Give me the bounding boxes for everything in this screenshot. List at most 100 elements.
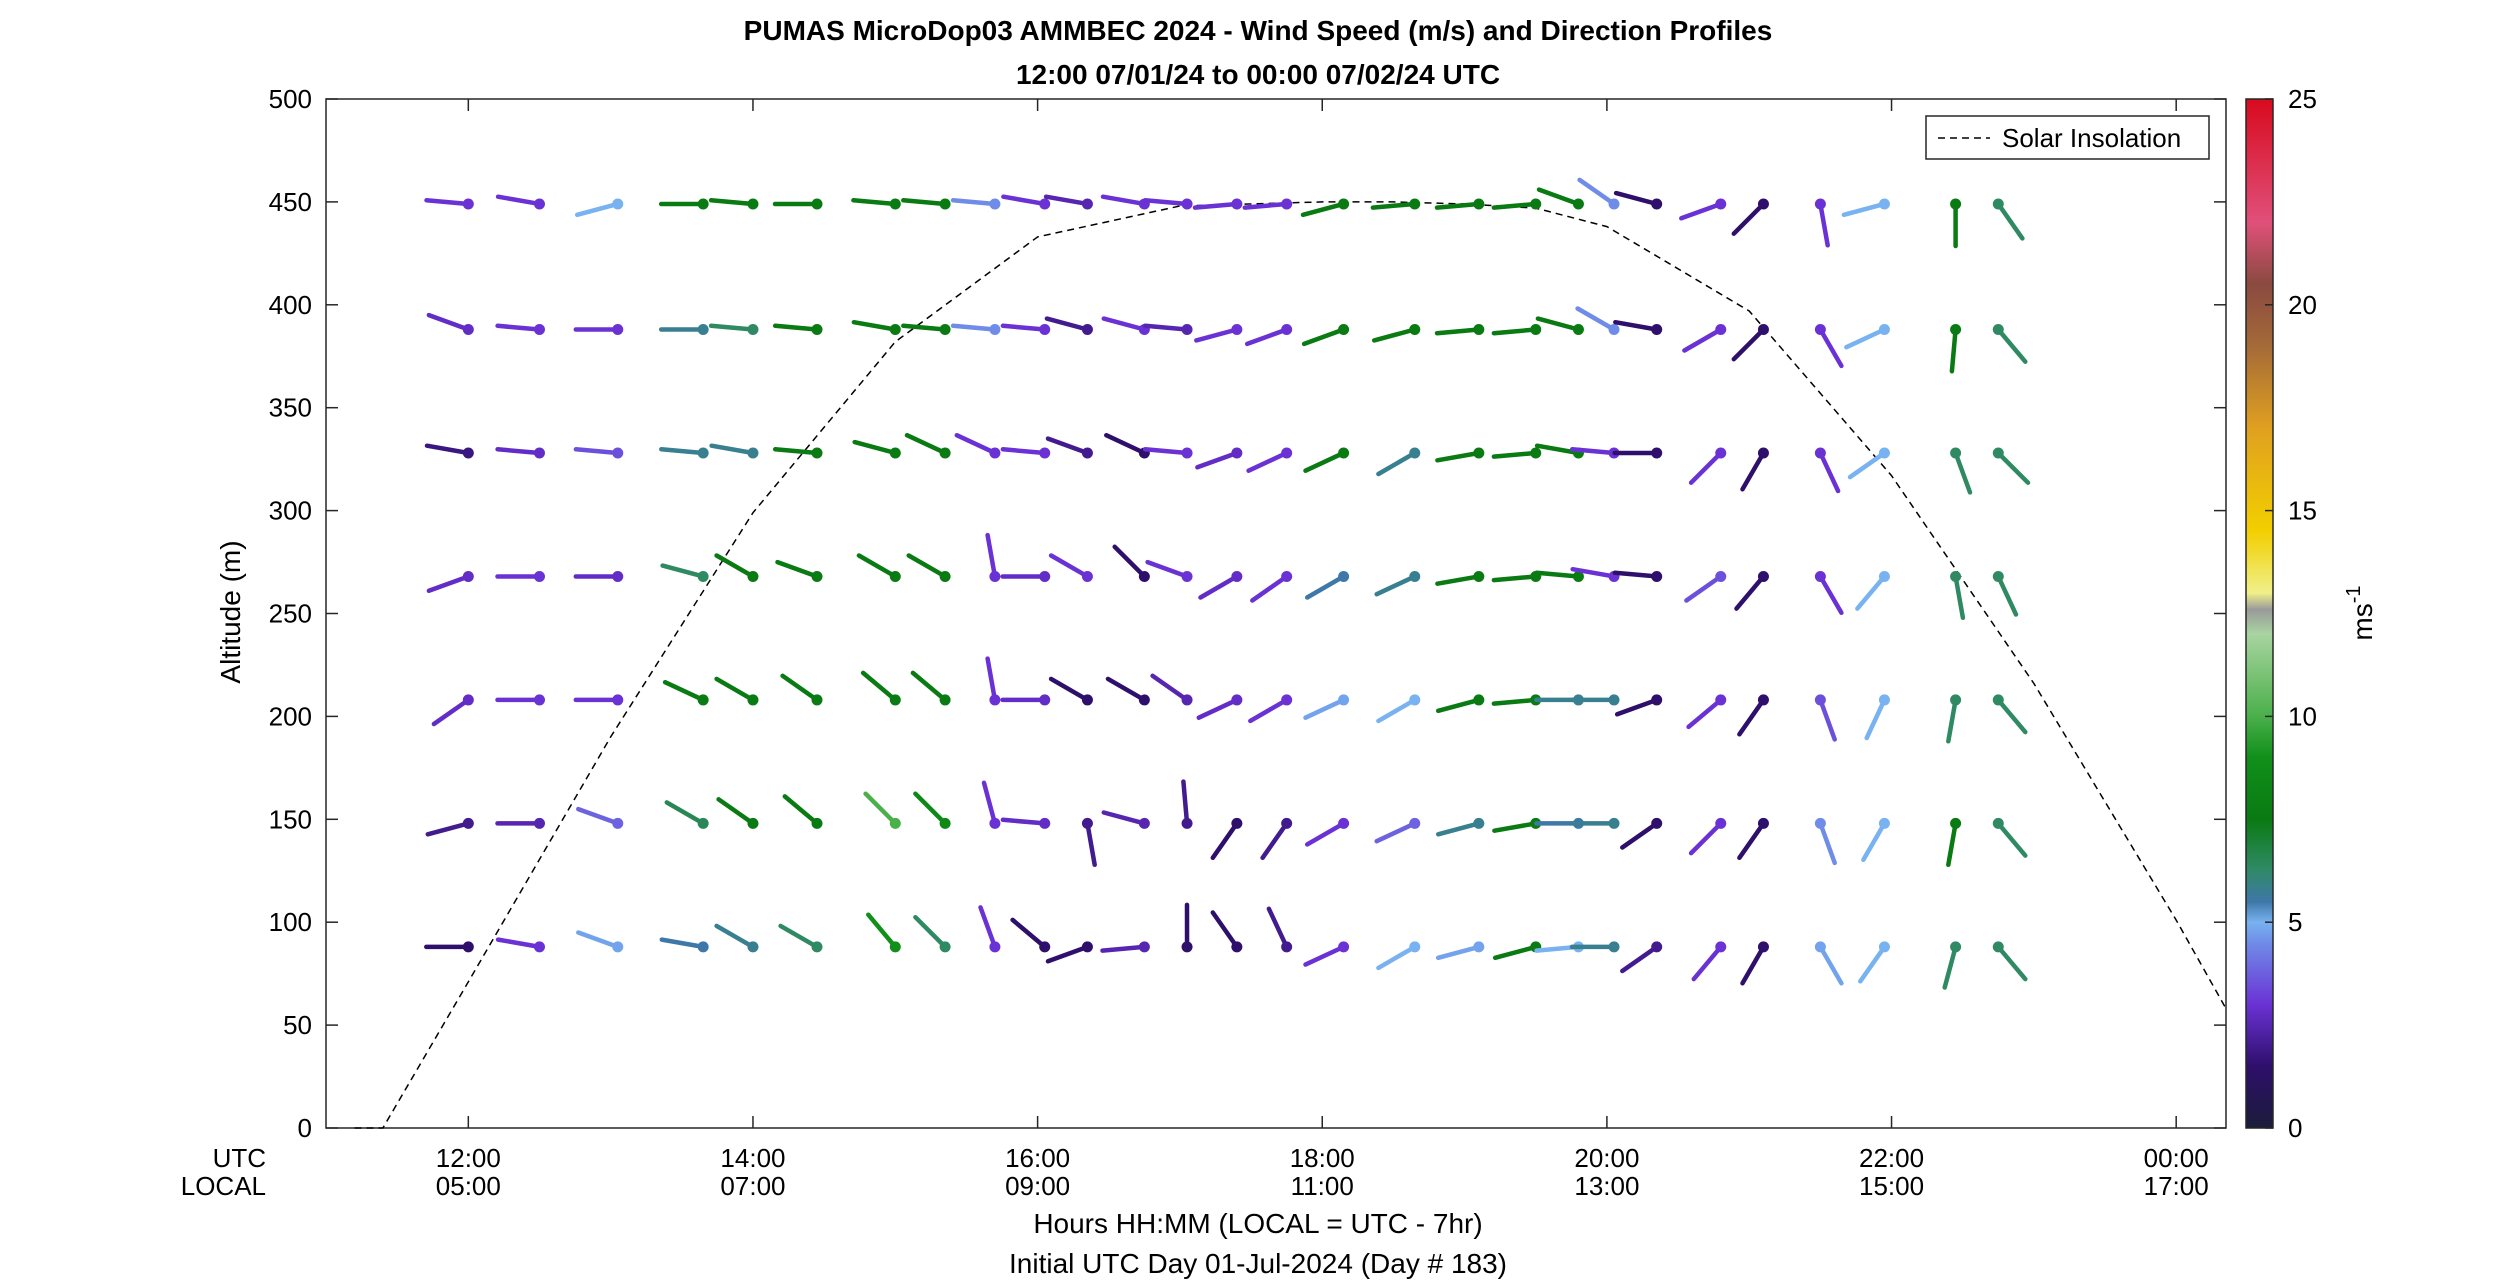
wind-barb-dot xyxy=(1231,447,1243,459)
wind-barb-stick xyxy=(1953,574,1966,621)
wind-barb-dot xyxy=(1878,694,1890,706)
wind-barb-stick xyxy=(1044,316,1090,332)
wind-barb-stick xyxy=(1535,316,1581,332)
wind-barb-stick xyxy=(1534,443,1581,456)
wind-barb-stick xyxy=(1435,944,1482,961)
wind-barb-dot xyxy=(1992,694,2004,706)
wind-barb-dot xyxy=(1814,447,1826,459)
wind-barb-dot xyxy=(1950,941,1962,953)
wind-barb-dot xyxy=(1757,323,1769,335)
wind-barb-stick xyxy=(1491,450,1538,459)
wind-barb-stick xyxy=(1242,201,1289,210)
wind-barb-dot xyxy=(1473,447,1485,459)
x-tick-label-local: 05:00 xyxy=(436,1171,501,1201)
wind-barb-stick xyxy=(1688,450,1724,485)
wind-barb-stick xyxy=(1434,201,1482,210)
wind-barb-stick xyxy=(708,323,756,332)
wind-barb-stick xyxy=(659,447,706,456)
wind-barb-stick xyxy=(426,574,471,594)
wind-barb-stick xyxy=(852,439,898,456)
wind-barb-dot xyxy=(811,198,823,210)
wind-barb-dot xyxy=(1651,941,1663,953)
wind-barb-dot xyxy=(1409,570,1421,582)
wind-barb-stick xyxy=(1195,450,1240,470)
wind-barb-dot xyxy=(1338,570,1350,582)
wind-barb-dot xyxy=(989,694,1001,706)
x-axis-label: Hours HH:MM (LOCAL = UTC - 7hr) xyxy=(1033,1208,1482,1239)
wind-barb-dot xyxy=(1081,570,1093,582)
wind-barb-stick xyxy=(1376,450,1418,477)
colorbar-ticks: 0 5 10 15 20 25 xyxy=(2265,84,2317,1143)
wind-barb-dot xyxy=(1715,694,1727,706)
wind-barb-stick xyxy=(660,563,706,579)
wind-barb-stick xyxy=(1861,821,1887,863)
wind-barb-dot xyxy=(533,941,545,953)
wind-barb-stick xyxy=(1996,574,2019,617)
wind-barb-stick xyxy=(1045,944,1090,964)
wind-barb-stick xyxy=(1691,944,1724,982)
wind-barb-dot xyxy=(1338,694,1350,706)
wind-barb-dot xyxy=(889,323,901,335)
wind-barb-stick xyxy=(1818,450,1841,494)
x-tick-label-local: 13:00 xyxy=(1574,1171,1639,1201)
wind-barb-dot xyxy=(889,694,901,706)
wind-barb-stick xyxy=(714,923,756,950)
wind-barb-dot xyxy=(1473,323,1485,335)
wind-barb-dot xyxy=(1608,198,1620,210)
wind-barb-stick xyxy=(772,323,820,332)
wind-barb-stick xyxy=(1686,697,1724,730)
wind-barb-stick xyxy=(775,559,820,579)
wind-barb-dot xyxy=(462,198,474,210)
wind-barbs xyxy=(424,177,2031,990)
wind-barb-dot xyxy=(1138,817,1150,829)
wind-barb-stick xyxy=(1949,327,1958,374)
wind-barb-stick xyxy=(1304,574,1346,600)
y-tick-label: 350 xyxy=(269,393,312,423)
wind-barb-dot xyxy=(889,198,901,210)
wind-barb-stick xyxy=(1818,821,1837,866)
wind-barb-stick xyxy=(1684,574,1724,603)
wind-barb-stick xyxy=(1100,194,1147,207)
wind-barb-stick xyxy=(1996,327,2028,364)
wind-barb-stick xyxy=(1301,327,1346,347)
wind-barb-dot xyxy=(989,817,1001,829)
wind-barb-stick xyxy=(1248,697,1289,724)
y-axis: 0 50 100 150 200 250 300 350 400 450 500 xyxy=(269,84,2226,1143)
wind-barb-stick xyxy=(778,923,820,950)
wind-barb-stick xyxy=(772,447,820,456)
wind-barb-stick xyxy=(1847,450,1887,480)
solar-insolation-curve xyxy=(354,201,2227,1129)
wind-barb-stick xyxy=(1303,944,1346,967)
wind-barb-stick xyxy=(1435,574,1482,586)
wind-barb-stick xyxy=(426,312,471,332)
wind-barb-dot xyxy=(1715,941,1727,953)
wind-barb-dot xyxy=(1530,447,1542,459)
x-tick-label-utc: 20:00 xyxy=(1574,1143,1639,1173)
colorbar-unit-exponent: -1 xyxy=(2343,585,2365,603)
wind-barb-stick xyxy=(1246,450,1289,473)
wind-barb-dot xyxy=(747,198,759,210)
wind-barb-dot xyxy=(1181,817,1193,829)
wind-barb-dot xyxy=(697,570,709,582)
wind-barb-stick xyxy=(860,670,898,703)
wind-barb-dot xyxy=(1473,198,1485,210)
wind-barb-stick xyxy=(910,670,948,703)
wind-barb-stick xyxy=(573,447,621,456)
wind-barb-dot xyxy=(1950,817,1962,829)
wind-barb-stick xyxy=(1818,327,1844,369)
wind-barb-dot xyxy=(1814,198,1826,210)
x-row-label-local: LOCAL xyxy=(181,1171,266,1201)
wind-barb-dot xyxy=(1572,198,1584,210)
colorbar-tick-label: 5 xyxy=(2288,907,2302,937)
wind-barb-stick xyxy=(985,532,998,579)
wind-barb-dot xyxy=(462,694,474,706)
x-tick-label-local: 15:00 xyxy=(1859,1171,1924,1201)
wind-barb-stick xyxy=(1048,676,1090,703)
wind-barb-dot xyxy=(1473,694,1485,706)
wind-barb-stick xyxy=(863,791,898,826)
x-tick-label-local: 07:00 xyxy=(720,1171,785,1201)
wind-barb-dot xyxy=(1608,694,1620,706)
wind-barb-dot xyxy=(1039,694,1051,706)
wind-barb-dot xyxy=(1473,570,1485,582)
wind-barb-stick xyxy=(1569,447,1617,456)
